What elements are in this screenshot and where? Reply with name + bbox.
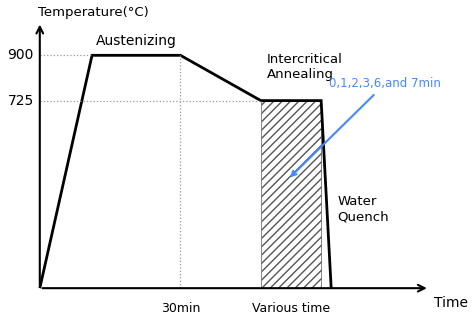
Text: 0,1,2,3,6,and 7min: 0,1,2,3,6,and 7min bbox=[292, 77, 441, 176]
Text: Water
Quench: Water Quench bbox=[337, 195, 389, 223]
Text: Austenizing: Austenizing bbox=[96, 33, 177, 48]
Text: 900: 900 bbox=[8, 48, 34, 62]
Text: Time: Time bbox=[434, 296, 468, 310]
Text: 725: 725 bbox=[8, 94, 34, 108]
Text: 30min: 30min bbox=[161, 302, 200, 316]
Text: Various time: Various time bbox=[252, 302, 330, 316]
Text: Temperature(°C): Temperature(°C) bbox=[38, 6, 148, 19]
Text: Intercritical
Annealing: Intercritical Annealing bbox=[267, 53, 343, 81]
